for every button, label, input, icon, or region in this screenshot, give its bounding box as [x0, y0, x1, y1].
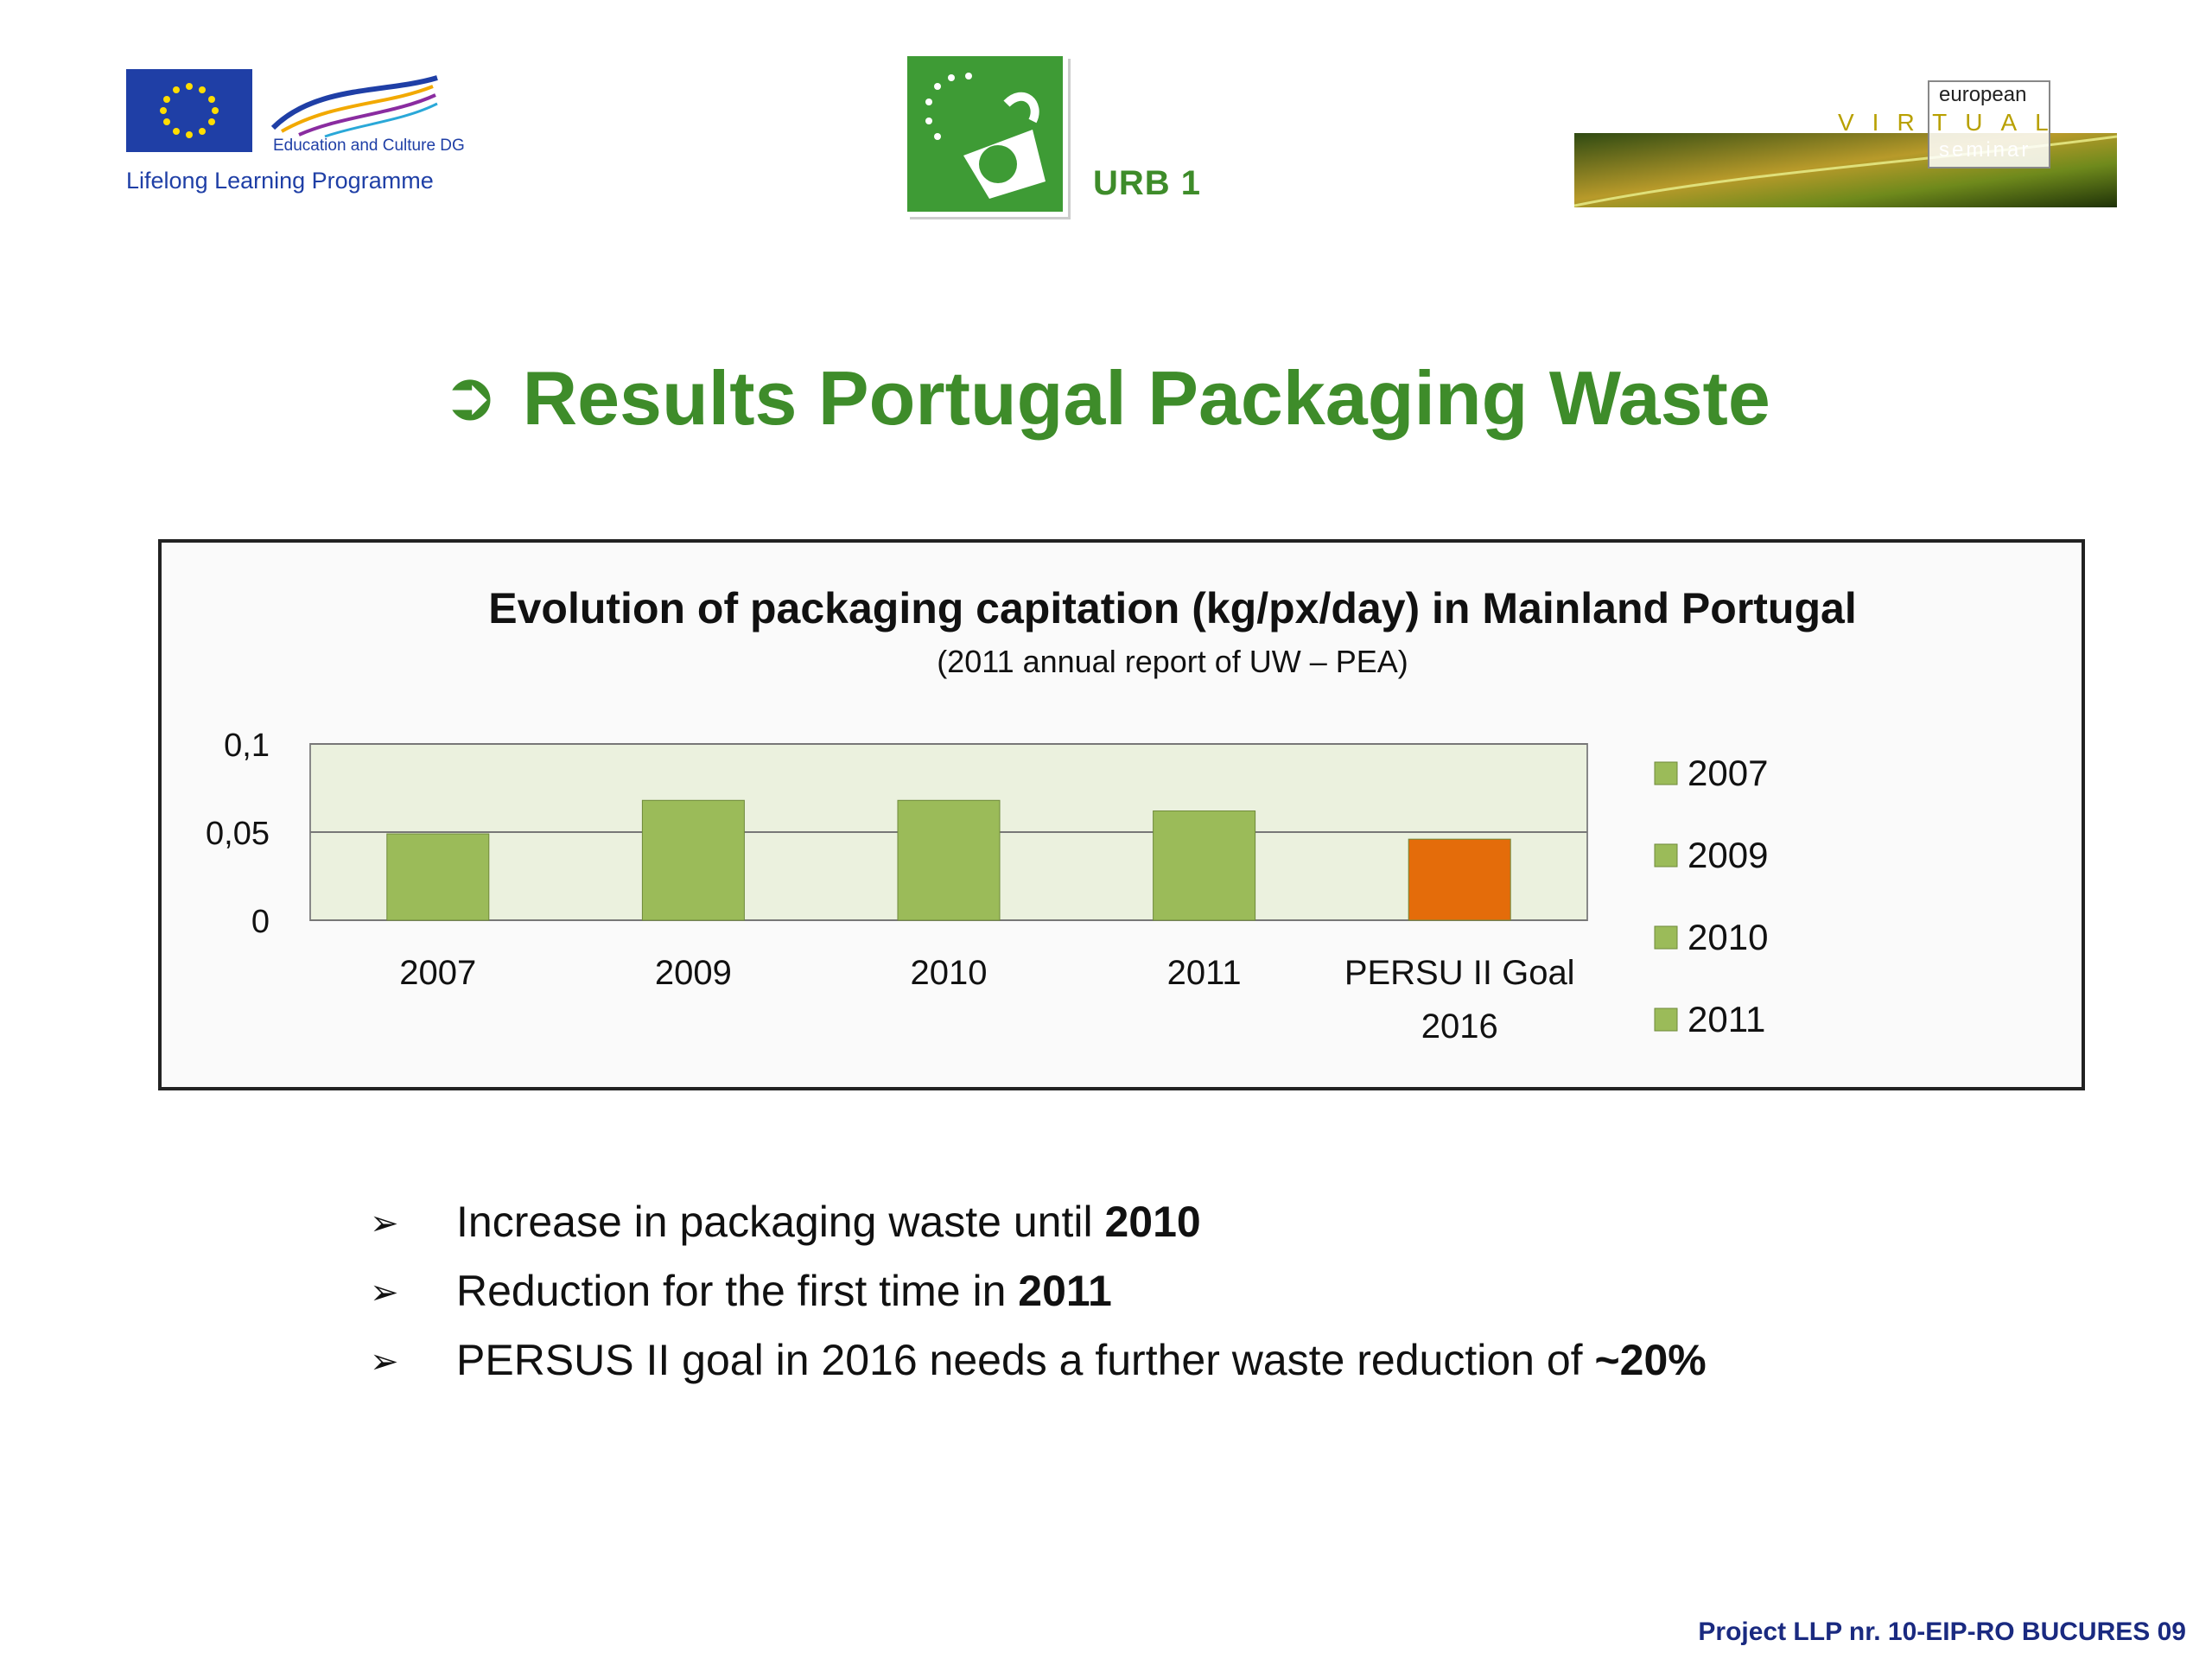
- european-virtual-seminar-logo: european VIRTUAL seminar: [1573, 76, 2118, 210]
- eu-lifelong-learning-logo: Education and Culture DG Lifelong Learni…: [126, 67, 489, 206]
- y-tick-label: 0: [251, 904, 270, 940]
- legend-label: 2009: [1688, 835, 1768, 875]
- slide-title: ➲ Results Portugal Packaging Waste: [0, 354, 2212, 442]
- bullet-text: Increase in packaging waste until: [456, 1198, 1105, 1246]
- bar: [1408, 838, 1511, 921]
- legend-swatch: [1654, 843, 1678, 868]
- legend-swatch: [1654, 925, 1678, 950]
- arrowhead-bullet-icon: ➢: [370, 1343, 399, 1381]
- arrowhead-bullet-icon: ➢: [370, 1205, 399, 1243]
- y-tick-label: 0,05: [206, 816, 270, 852]
- x-tick-label: 2010: [911, 954, 988, 992]
- bar-chart: Evolution of packaging capitation (kg/px…: [206, 584, 1857, 1046]
- legend-label: 2011: [1688, 999, 1765, 1039]
- footer-project-id: Project LLP nr. 10-EIP-RO BUCURES 09: [1698, 1618, 2186, 1646]
- bullet-bold: ~20%: [1594, 1336, 1707, 1384]
- x-tick-label: 2011: [1167, 954, 1242, 992]
- arrowhead-bullet-icon: ➢: [370, 1274, 399, 1312]
- chart-frame: Evolution of packaging capitation (kg/px…: [158, 539, 2085, 1090]
- eu-flag-icon: [126, 69, 438, 152]
- bullet-item: ➢ Reduction for the first time in 2011: [370, 1266, 2098, 1335]
- evs-line1: european: [1939, 83, 2027, 106]
- y-tick-label: 0,1: [224, 728, 270, 764]
- bar: [386, 833, 490, 921]
- legend-label: 2010: [1688, 917, 1768, 957]
- x-tick-label: 2009: [655, 954, 732, 992]
- slide-title-text: Results Portugal Packaging Waste: [522, 355, 1770, 441]
- eu-programme-text: Lifelong Learning Programme: [126, 168, 434, 194]
- chart-title: Evolution of packaging capitation (kg/px…: [488, 584, 1856, 632]
- bullet-item: ➢ Increase in packaging waste until 2010: [370, 1197, 2098, 1266]
- urb-logo: [902, 51, 1076, 221]
- bullet-text: Reduction for the first time in: [456, 1267, 1019, 1315]
- legend-swatch: [1654, 1007, 1678, 1032]
- legend-label: 2007: [1688, 753, 1768, 793]
- bar: [641, 799, 745, 921]
- evs-line2: VIRTUAL: [1838, 109, 2067, 136]
- recycling-hand-icon: [902, 51, 1071, 219]
- urb-label: URB 1: [1093, 164, 1202, 202]
- x-tick-label: PERSU II Goal: [1344, 954, 1575, 992]
- evs-line3: seminar: [1939, 138, 2031, 162]
- bullet-text: PERSUS II goal in 2016 needs a further w…: [456, 1336, 1595, 1384]
- bullet-list: ➢ Increase in packaging waste until 2010…: [370, 1197, 2098, 1404]
- bullet-item: ➢ PERSUS II goal in 2016 needs a further…: [370, 1335, 2098, 1404]
- legend-swatch: [1654, 761, 1678, 785]
- bar: [897, 799, 1001, 921]
- x-tick-label: 2016: [1421, 1007, 1498, 1046]
- bar: [1153, 810, 1256, 921]
- chart-subtitle: (2011 annual report of UW – PEA): [937, 644, 1408, 679]
- leaf-banner-icon: [1573, 80, 2118, 207]
- eu-dg-text: Education and Culture DG: [273, 137, 465, 155]
- bullet-bold: 2010: [1104, 1198, 1201, 1246]
- bullet-bold: 2011: [1018, 1267, 1112, 1315]
- x-tick-label: 2007: [399, 954, 476, 992]
- circular-arrow-icon: ➲: [442, 358, 499, 434]
